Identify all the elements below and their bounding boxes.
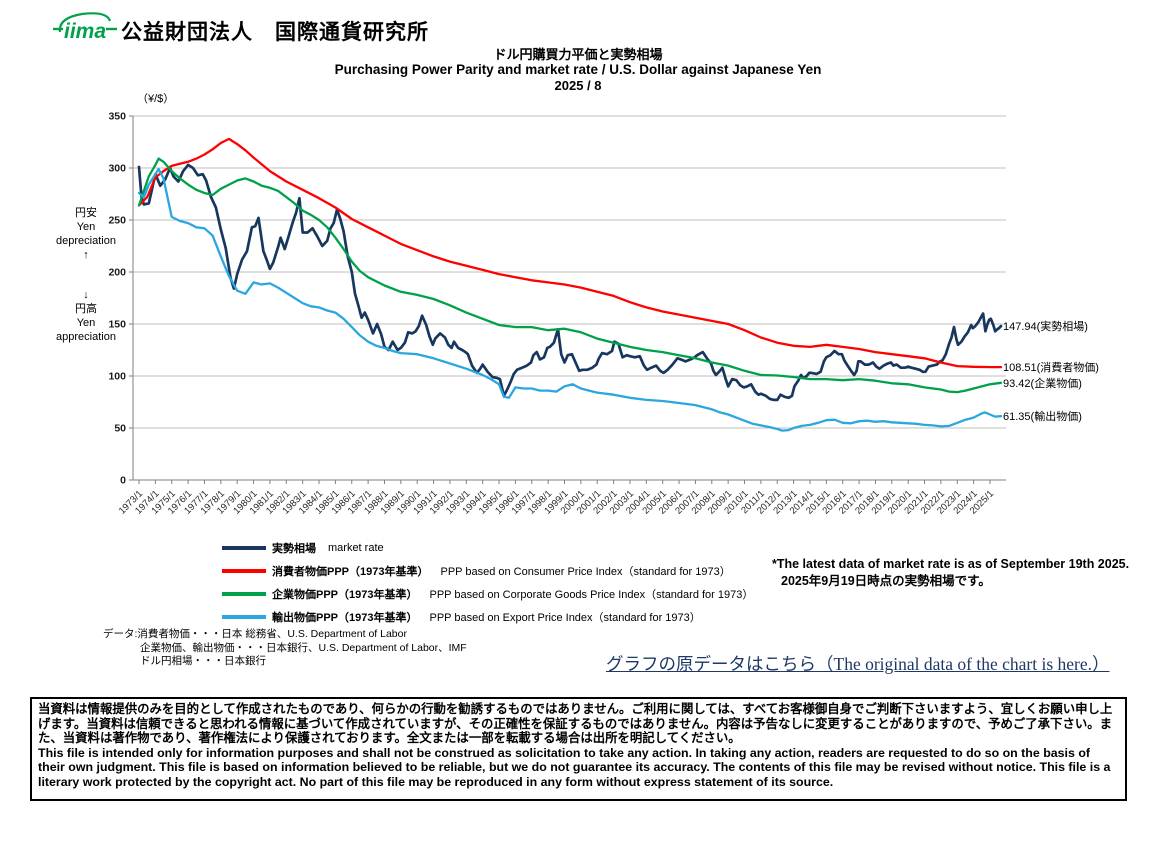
disclaimer-en: This file is intended only for informati… [38,745,1111,789]
series-last-value-label-2: 93.42(企業物価) [1003,376,1082,390]
y-tick-label: 250 [108,215,126,227]
series-last-value-label-1: 108.51(消費者物価) [1003,360,1099,374]
y-axis-unit-label: （¥/$） [137,93,175,105]
latest-data-note-en: *The latest data of market rate is as of… [772,557,1130,571]
series-last-value-label-0: 147.94(実勢相場) [1003,319,1088,333]
y-tick-label: 150 [108,319,126,331]
chart-legend: 実勢相場 market rate 消費者物価PPP（1973年基準） PPP base… [222,541,753,633]
iima-logo: iima [52,10,118,51]
legend-item-1: 消費者物価PPP（1973年基準） PPP based on Consumer P… [222,564,753,578]
legend-item-2: 企業物価PPP（1973年基準） PPP based on Corporate G… [222,587,753,601]
legend-swatch [222,569,266,573]
legend-label-en: PPP based on Corporate Goods Price Index… [429,589,754,601]
legend-label-en: PPP based on Consumer Price Index（standa… [440,566,731,578]
chart-title-date: 2025 / 8 [554,78,602,94]
latest-data-note: *The latest data of market rate is as of… [772,556,1129,590]
legend-label-ja: 消費者物価PPP（1973年基準） [272,566,429,578]
y-tick-label: 100 [108,371,126,383]
series-last-value-label-3: 61.35(輸出物価) [1003,409,1082,423]
legend-swatch [222,546,266,550]
y-tick-label: 50 [114,423,126,435]
legend-label-ja: 企業物価PPP（1973年基準） [272,589,418,601]
disclaimer-box: 当資料は情報提供のみを目的として作成されたものであり、何らかの行動を勧誘するもの… [30,697,1127,801]
chart-title-ja: ドル円購買力平価と実勢相場 [493,47,663,62]
legend-item-0: 実勢相場 market rate [222,541,753,555]
legend-label-ja: 実勢相場 [272,543,316,555]
source-line-1: データ:消費者物価・・・日本 総務省、U.S. Department of La… [103,628,407,640]
y-tick-label: 200 [108,267,126,279]
disclaimer-ja: 当資料は情報提供のみを目的として作成されたものであり、何らかの行動を勧誘するもの… [38,702,1113,745]
legend-label-en: PPP based on Export Price Index（standard… [429,612,701,624]
data-source-note: データ:消費者物価・・・日本 総務省、U.S. Department of La… [103,628,467,669]
chart-title-block: ドル円購買力平価と実勢相場 Purchasing Power Parity an… [0,47,1156,94]
y-tick-label: 300 [108,163,126,175]
yen-appreciation-label: ↓ 円高 Yen appreciation [56,289,116,344]
svg-text:iima: iima [64,20,106,43]
legend-label-en: market rate [328,542,384,554]
original-data-link[interactable]: グラフの原データはこちら（The original data of the ch… [606,654,1110,674]
y-tick-label: 350 [108,111,126,123]
chart-title-en: Purchasing Power Parity and market rate … [334,62,822,78]
yen-depreciation-label: 円安 Yen depreciation ↑ [56,207,116,262]
series-line-1 [137,137,1003,369]
legend-swatch [222,592,266,596]
org-title: 公益財団法人 国際通貨研究所 [121,21,429,44]
ppp-chart: 0 50 100 150 200 250 300 350 1973/1 1974/1 1975/1 1… [0,95,1156,540]
y-tick-label: 0 [120,475,126,487]
series-line-3 [137,167,1003,432]
source-line-2: 企業物価、輸出物価・・・日本銀行、U.S. Department of Labo… [140,641,467,654]
legend-swatch [222,615,266,619]
series-line-0 [137,163,1003,402]
latest-data-note-ja: 2025年9月19日時点の実勢相場です。 [781,573,991,588]
series-line-2 [137,157,1003,394]
legend-item-3: 輸出物価PPP（1973年基準） PPP based on Export Pric… [222,610,753,624]
legend-label-ja: 輸出物価PPP（1973年基準） [272,612,418,624]
source-line-3: ドル円相場・・・日本銀行 [140,655,266,668]
